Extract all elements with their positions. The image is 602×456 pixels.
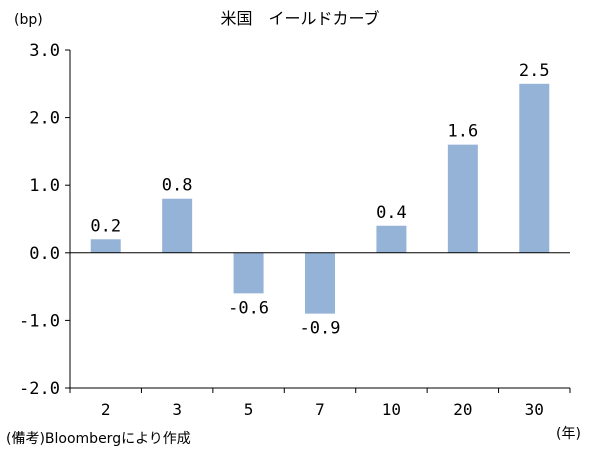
data-label: 0.8	[162, 176, 193, 196]
data-label: 0.4	[376, 203, 407, 223]
bar	[90, 239, 121, 253]
bar	[447, 144, 478, 253]
y-tick-label: 3.0	[29, 41, 60, 61]
data-label: 0.2	[90, 216, 121, 236]
plot-area: 3.0 2.0 1.0 0.0 -1.0 -2.0 0.2 2 0.8 3 -0.6 5 -0.9 7 0.…	[19, 41, 571, 419]
data-label: 2.5	[519, 61, 550, 81]
y-tick-label: -2.0	[19, 379, 60, 399]
x-tick-label: 10	[382, 400, 401, 419]
bar	[305, 252, 335, 314]
chart-title: 米国 イールドカーブ	[220, 9, 379, 28]
x-tick-label: 30	[525, 400, 544, 419]
y-axis-unit: (bp)	[14, 12, 43, 28]
data-label: -0.9	[300, 319, 341, 339]
y-tick-label: 2.0	[29, 109, 60, 129]
x-tick-label: 3	[172, 400, 182, 419]
x-tick-label: 20	[453, 400, 472, 419]
x-tick-label: 7	[315, 400, 325, 419]
bar	[376, 225, 407, 253]
y-tick-label: 0.0	[29, 244, 60, 264]
bar	[519, 83, 550, 253]
y-tick-label: 1.0	[29, 176, 60, 196]
data-label: 1.6	[447, 122, 478, 142]
bar	[162, 198, 193, 253]
source-note: (備考)Bloombergにより作成	[6, 431, 191, 447]
x-axis-unit: (年)	[556, 426, 581, 442]
x-tick-label: 2	[101, 400, 111, 419]
data-label: -0.6	[228, 298, 269, 318]
x-tick-label: 5	[244, 400, 254, 419]
y-tick-label: -1.0	[19, 311, 60, 331]
bar	[233, 252, 264, 294]
